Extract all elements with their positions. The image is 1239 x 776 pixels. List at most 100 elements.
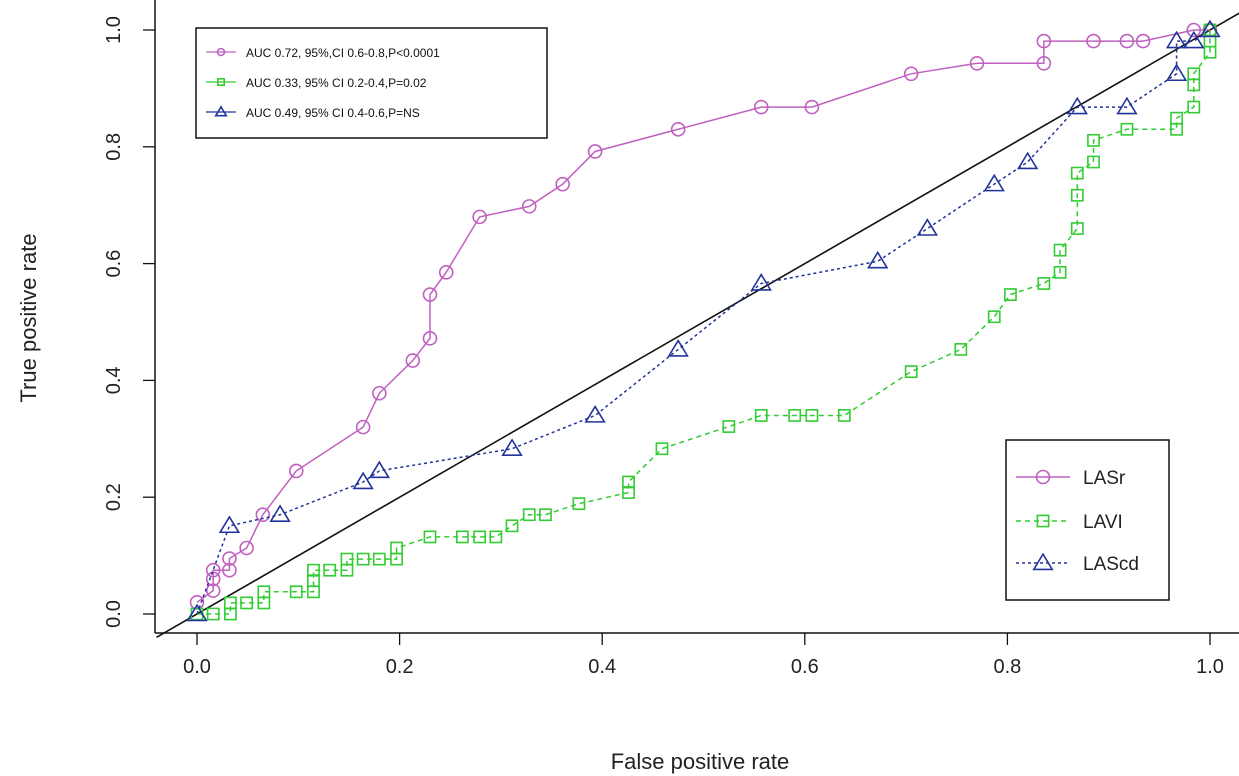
- data-point-lavi: [1070, 188, 1084, 202]
- legend-key-marker: [1036, 514, 1050, 528]
- x-tick-label: 0.6: [791, 656, 819, 678]
- auc-lasr-label: AUC 0.72, 95%,CI 0.6-0.8,P<0.0001: [246, 46, 440, 60]
- auc-markers-group: [206, 47, 236, 117]
- data-point-lascd: [186, 603, 208, 622]
- data-point-lavi: [340, 552, 354, 566]
- data-point-lasr: [405, 353, 421, 368]
- data-point-lavi: [240, 596, 254, 610]
- data-point-lasr: [438, 265, 454, 280]
- data-point-lascd: [368, 460, 391, 479]
- data-point-lavi: [1087, 133, 1100, 147]
- auc-box: AUC 0.72, 95%,CI 0.6-0.8,P<0.0001 AUC 0.…: [195, 27, 548, 139]
- data-point-lasr: [555, 176, 570, 192]
- legend-lasr-label: LASr: [1083, 468, 1126, 489]
- data-point-lavi: [622, 475, 635, 489]
- data-point-lavi: [1053, 243, 1067, 257]
- y-tick-label: 1.0: [103, 16, 125, 44]
- data-point-lavi: [805, 409, 819, 422]
- data-point-lavi: [1087, 155, 1100, 169]
- data-point-lascd: [983, 173, 1005, 192]
- data-point-lavi: [788, 409, 802, 422]
- legend-key-marker: [1032, 552, 1054, 571]
- data-point-lavi: [722, 420, 736, 433]
- data-point-lasr: [222, 551, 237, 566]
- auc-lavi-label: AUC 0.33, 95% CI 0.2-0.4,P=0.02: [246, 76, 427, 90]
- data-point-lavi: [522, 508, 536, 522]
- data-point-lascd: [867, 250, 889, 269]
- data-point-lasr: [255, 507, 271, 523]
- data-point-lascd: [750, 273, 772, 291]
- data-point-lavi: [372, 552, 386, 566]
- data-point-lasr: [355, 419, 371, 435]
- data-point-lavi: [754, 409, 768, 422]
- reference-diagonal-group: [156, 12, 1239, 639]
- data-point-lasr: [422, 287, 438, 302]
- auc-key-marker: [214, 105, 228, 117]
- data-point-lasr: [472, 209, 487, 225]
- data-point-lavi: [1070, 222, 1084, 235]
- series-line-lasr: [196, 29, 1210, 603]
- data-point-lasr: [288, 463, 304, 479]
- data-point-lasr: [670, 121, 686, 137]
- series-lavi: [190, 23, 1217, 621]
- reference-diagonal-line: [156, 12, 1239, 639]
- data-point-lavi: [954, 343, 968, 356]
- legend-lascd-label: LAScd: [1083, 554, 1139, 575]
- series-line-lascd: [196, 29, 1211, 615]
- data-point-lavi: [423, 530, 437, 544]
- auc-lascd-label: AUC 0.49, 95% CI 0.4-0.6,P=NS: [246, 106, 420, 120]
- y-tick-label: 0.0: [103, 600, 125, 628]
- data-point-lavi: [206, 607, 220, 621]
- data-point-lavi: [1187, 67, 1201, 81]
- data-point-lascd: [916, 218, 939, 236]
- auc-box-frame: [195, 27, 548, 139]
- x-tick-label: 1.0: [1196, 656, 1224, 678]
- data-point-lascd: [1183, 30, 1205, 49]
- series-lascd: [186, 19, 1221, 622]
- data-point-lavi: [505, 519, 519, 533]
- data-point-lascd: [1165, 30, 1188, 49]
- data-point-lavi: [1120, 122, 1134, 136]
- data-point-lasr: [1036, 55, 1052, 71]
- data-point-lavi: [622, 486, 635, 499]
- data-point-lavi: [257, 585, 271, 599]
- auc-key-marker: [217, 78, 226, 87]
- data-point-lavi: [1004, 288, 1017, 301]
- data-point-lavi: [224, 596, 237, 610]
- legend-markers-group: [1016, 469, 1070, 571]
- y-tick-label: 0.4: [103, 366, 125, 394]
- data-point-lasr: [1186, 22, 1202, 38]
- axis-ticks-group: 0.0 0.2 0.4 0.6 0.8 1.0 0.0 0.2 0.4 0.6 0.8 1.0: [103, 16, 1224, 678]
- data-point-lavi: [456, 530, 469, 544]
- y-tick-label: 0.2: [103, 483, 125, 511]
- legend-lavi-label: LAVI: [1083, 512, 1123, 533]
- data-point-lascd: [352, 471, 374, 490]
- data-point-lavi: [307, 563, 320, 577]
- data-point-lascd: [1066, 96, 1088, 115]
- data-point-lascd: [269, 504, 291, 522]
- data-point-lascd: [667, 339, 689, 357]
- x-tick-label: 0.0: [183, 656, 211, 678]
- data-point-lascd: [1165, 63, 1188, 82]
- data-point-lavi: [473, 530, 487, 544]
- y-tick-label: 0.6: [103, 250, 125, 278]
- data-point-lavi: [837, 409, 851, 422]
- data-point-lavi: [323, 563, 337, 577]
- y-tick-label: 0.8: [103, 133, 125, 161]
- data-point-lasr: [969, 55, 985, 71]
- data-point-lascd: [501, 438, 523, 456]
- data-point-lascd: [218, 515, 241, 534]
- data-point-lavi: [390, 541, 403, 555]
- data-point-lasr: [587, 144, 603, 159]
- data-point-lasr: [1036, 33, 1052, 49]
- data-point-lavi: [289, 585, 303, 599]
- data-point-lavi: [356, 552, 370, 566]
- data-point-lasr: [804, 99, 820, 115]
- data-point-lasr: [753, 99, 769, 115]
- axes-frame: [154, 0, 1239, 634]
- y-axis-title: True positive rate: [16, 233, 41, 402]
- data-point-lascd: [584, 405, 606, 423]
- data-point-lavi: [987, 310, 1001, 324]
- data-point-lasr: [1135, 33, 1151, 49]
